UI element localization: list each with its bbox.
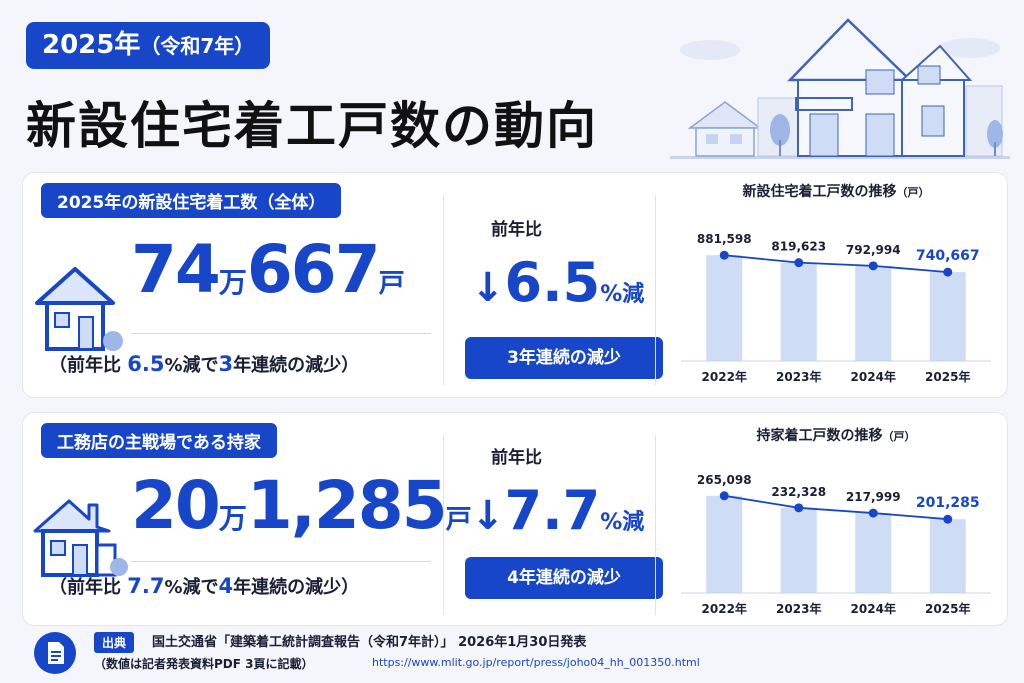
count-man-unit: 万 — [218, 266, 247, 299]
chart-bar — [855, 265, 892, 361]
divider — [131, 561, 431, 562]
count-man-number: 20 — [131, 467, 221, 544]
note-prefix: （前年比 — [49, 577, 121, 598]
data-point — [719, 250, 729, 260]
note-percent-unit: %減で — [164, 577, 219, 598]
house-icon — [33, 499, 128, 577]
streak-badge: 3年連続の減少 — [465, 337, 663, 379]
yoy-label: 前年比 — [491, 220, 542, 240]
yoy-value: ↓7.7%減 — [471, 479, 644, 542]
chart-bar — [929, 519, 966, 593]
x-tick-label: 2022年 — [702, 369, 747, 384]
data-point — [719, 491, 729, 501]
source-badge: 出典 — [94, 632, 135, 653]
note-percent: 6.5 — [127, 352, 165, 376]
owner-count: 20万1,285戸 — [131, 467, 472, 544]
count-unit: 戸 — [378, 269, 405, 299]
trend-line — [724, 254, 948, 274]
yoy-number: 7.7 — [504, 479, 601, 542]
data-point — [943, 267, 953, 277]
note-percent-unit: %減で — [164, 355, 219, 376]
note-suffix: 年連続の減少） — [233, 577, 360, 598]
section-heading: 2025年の新設住宅着工数（全体） — [41, 183, 342, 218]
down-arrow-icon: ↓ — [471, 265, 505, 311]
data-label: 232,328 — [771, 485, 826, 499]
source-note: （数値は記者発表資料PDF 3頁に記載） — [94, 657, 314, 671]
x-tick-label: 2024年 — [851, 601, 896, 616]
x-tick-label: 2025年 — [925, 601, 970, 616]
chart-bar — [780, 507, 817, 593]
count-man-number: 74 — [131, 231, 221, 308]
column-divider — [655, 195, 656, 385]
x-tick-label: 2025年 — [925, 369, 970, 384]
data-label: 792,994 — [846, 243, 901, 257]
divider — [131, 333, 431, 334]
data-label: 881,598 — [697, 232, 752, 246]
source-footer: 出典 国土交通省「建築着工統計調査報告（令和7年計）」 2026年1月30日発表… — [26, 630, 1006, 680]
trend-line — [724, 494, 948, 521]
chart-bar — [929, 272, 966, 361]
data-point — [794, 503, 804, 513]
data-point — [868, 508, 878, 518]
x-tick-label: 2023年 — [776, 601, 821, 616]
x-tick-label: 2022年 — [702, 601, 747, 616]
owner-housing-chart: 2022年 2023年 2024年 2025年 265,098 232,328 217,99… — [681, 473, 991, 616]
count-rest-number: 1,285 — [246, 467, 448, 544]
count-rest-number: 667 — [246, 231, 381, 308]
page-title: 新設住宅着工戸数の動向 — [26, 97, 598, 155]
down-arrow-icon: ↓ — [471, 493, 505, 539]
data-label: 740,667 — [916, 248, 980, 264]
document-icon — [34, 632, 76, 674]
chart-title: 持家着工戸数の推移（戸） — [663, 425, 1009, 445]
yoy-note: （前年比 7.7%減で4年連続の減少） — [49, 573, 359, 599]
source-link[interactable]: https://www.mlit.go.jp/report/press/joho… — [372, 656, 700, 669]
yoy-label: 前年比 — [491, 448, 542, 468]
source-text: 国土交通省「建築着工統計調査報告（令和7年計）」 2026年1月30日発表 — [152, 635, 587, 650]
house-icon — [35, 267, 123, 351]
owner-housing-card: 工務店の主戦場である持家 20万1,285戸 （前年比 7.7%減で4年連続の減… — [22, 412, 1008, 626]
data-label: 217,999 — [846, 490, 901, 504]
count-unit: 戸 — [445, 505, 472, 535]
note-suffix: 年連続の減少） — [233, 355, 360, 376]
streak-badge: 4年連続の減少 — [465, 557, 663, 599]
yoy-value: ↓6.5%減 — [471, 251, 644, 314]
note-years: 4 — [218, 574, 234, 598]
yoy-unit: %減 — [600, 510, 645, 535]
chart-unit: （戸） — [882, 430, 916, 443]
data-point — [943, 514, 953, 524]
data-label: 265,098 — [697, 473, 752, 487]
yoy-number: 6.5 — [504, 251, 601, 314]
year-text: 2025年 — [42, 30, 141, 60]
x-tick-label: 2023年 — [776, 369, 821, 384]
yoy-note: （前年比 6.5%減で3年連続の減少） — [49, 351, 359, 377]
chart-title-text: 新設住宅着工戸数の推移 — [742, 184, 897, 200]
yoy-unit: %減 — [600, 282, 645, 307]
x-tick-label: 2024年 — [851, 369, 896, 384]
column-divider — [443, 435, 444, 615]
chart-title: 新設住宅着工戸数の推移（戸） — [663, 181, 1009, 201]
chart-bar — [780, 262, 817, 361]
chart-bar — [706, 495, 743, 593]
data-point — [868, 261, 878, 271]
chart-unit: （戸） — [896, 186, 930, 199]
column-divider — [655, 435, 656, 615]
note-prefix: （前年比 — [49, 355, 121, 376]
year-sub-text: （令和7年） — [140, 34, 255, 58]
column-divider — [443, 195, 444, 385]
houses-illustration — [670, 18, 1010, 159]
section-heading: 工務店の主戦場である持家 — [41, 423, 277, 458]
data-label: 819,623 — [771, 240, 826, 254]
data-point — [794, 258, 804, 268]
chart-title-text: 持家着工戸数の推移 — [756, 428, 883, 444]
chart-bar — [706, 255, 743, 361]
data-label: 201,285 — [916, 495, 980, 511]
chart-bar — [855, 513, 892, 593]
count-man-unit: 万 — [218, 502, 247, 535]
note-years: 3 — [218, 352, 234, 376]
year-badge: 2025年（令和7年） — [26, 22, 271, 69]
note-percent: 7.7 — [127, 574, 165, 598]
total-count: 74万667戸 — [131, 231, 405, 308]
total-housing-card: 2025年の新設住宅着工数（全体） 74万667戸 （前年比 6.5%減で3年連… — [22, 172, 1008, 398]
total-housing-chart: 2022年 2023年 2024年 2025年 881,598 819,623 792,99… — [681, 232, 991, 384]
